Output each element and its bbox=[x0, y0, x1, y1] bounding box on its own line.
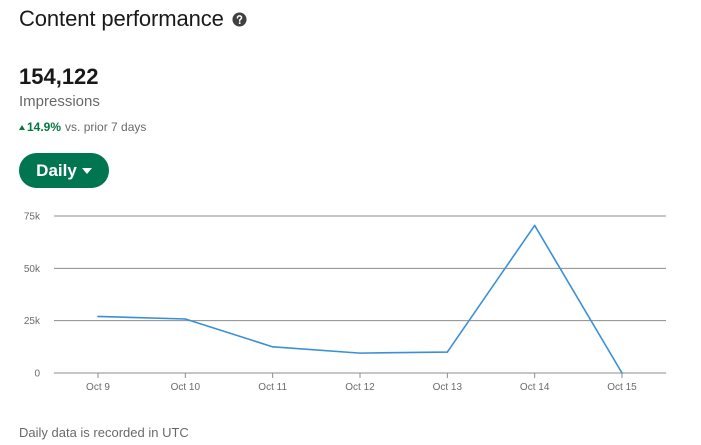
x-tick-label: Oct 12 bbox=[345, 382, 375, 393]
data-point-6 bbox=[621, 372, 623, 374]
data-point-5 bbox=[533, 224, 536, 227]
impressions-series-line bbox=[97, 224, 623, 374]
y-tick-label: 50k bbox=[24, 264, 41, 275]
impressions-value: 154,122 bbox=[19, 64, 99, 89]
delta-percentage: 14.9% bbox=[27, 120, 62, 134]
data-point-2 bbox=[271, 346, 274, 348]
x-tick-label: Oct 13 bbox=[433, 382, 463, 393]
y-tick-label: 0 bbox=[34, 369, 40, 380]
data-point-1 bbox=[184, 318, 187, 320]
delta-comparison-text: vs. prior 7 days bbox=[65, 120, 147, 134]
impressions-label: Impressions bbox=[19, 93, 100, 110]
x-tick-label: Oct 15 bbox=[607, 382, 637, 393]
x-tick-label: Oct 9 bbox=[86, 382, 110, 393]
triangle-up-icon bbox=[19, 124, 25, 130]
caret-down-icon bbox=[81, 167, 92, 174]
page-title: Content performance bbox=[19, 6, 224, 31]
time-range-label: Daily bbox=[36, 160, 77, 180]
x-tick-label: Oct 11 bbox=[258, 382, 287, 393]
delta-indicator: 14.9% vs. prior 7 days bbox=[19, 120, 146, 134]
impressions-line-chart: 0 25k 50k 75k Oct 9 Oct 10 Oct 11 Oct 12 Oct 13 O… bbox=[24, 212, 666, 393]
time-range-dropdown-button[interactable]: Daily bbox=[19, 153, 109, 188]
utc-footnote: Daily data is recorded in UTC bbox=[19, 425, 189, 440]
data-point-0 bbox=[97, 315, 99, 318]
question-circle-icon[interactable] bbox=[232, 11, 247, 27]
x-tick-label: Oct 10 bbox=[171, 382, 201, 393]
x-tick-label: Oct 14 bbox=[520, 382, 550, 393]
y-tick-label: 25k bbox=[24, 316, 41, 327]
y-tick-label: 75k bbox=[24, 212, 41, 223]
data-point-4 bbox=[446, 351, 449, 353]
section-header: Content performance bbox=[19, 6, 247, 32]
data-point-3 bbox=[359, 352, 361, 354]
